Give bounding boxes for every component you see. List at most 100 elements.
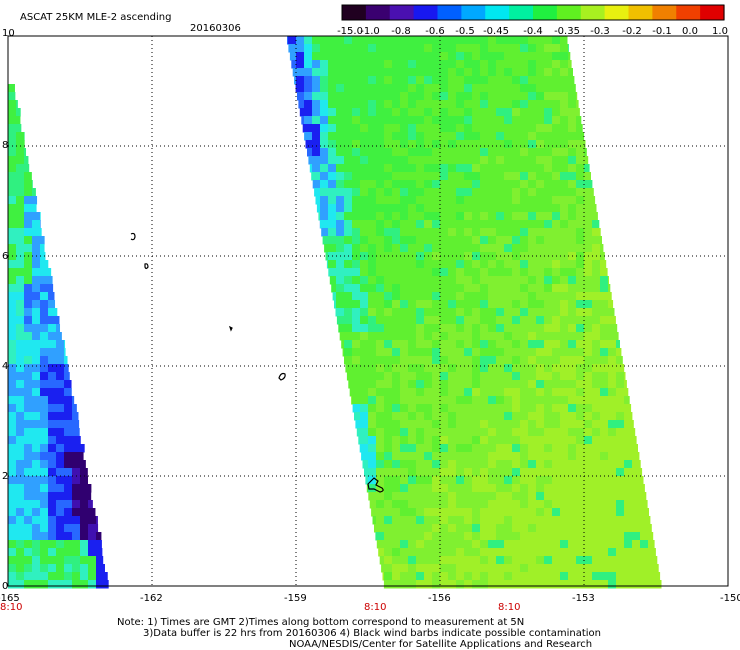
swath-cell: [528, 116, 537, 125]
swath-cell: [616, 444, 625, 453]
swath-cell: [568, 420, 577, 429]
swath-cell: [416, 500, 425, 509]
swath-cell: [336, 300, 345, 309]
swath-cell: [432, 124, 441, 133]
swath-cell: [352, 108, 361, 117]
swath-cell: [544, 556, 553, 565]
swath-cell: [504, 380, 513, 389]
swath-cell: [16, 516, 25, 525]
swath-cell: [440, 436, 449, 445]
swath-cell: [344, 220, 353, 229]
swath-cell: [64, 364, 69, 373]
swath-cell: [424, 500, 433, 509]
swath-cell: [56, 436, 65, 445]
swath-cell: [472, 108, 481, 117]
swath-cell: [528, 76, 537, 85]
swath-cell: [456, 116, 465, 125]
swath-cell: [360, 284, 369, 293]
swath-cell: [287, 36, 289, 45]
swath-cell: [64, 500, 73, 509]
swath-cell: [560, 388, 569, 397]
swath-cell: [424, 340, 433, 349]
swath-cell: [480, 284, 489, 293]
swath-cell: [432, 212, 441, 221]
swath-cell: [392, 36, 401, 45]
swath-cell: [352, 404, 361, 413]
swath-cell: [512, 156, 521, 165]
swath-cell: [352, 300, 361, 309]
swath-cell: [416, 44, 425, 53]
swath-cell: [456, 324, 465, 333]
swath-cell: [488, 508, 497, 517]
swath-cell: [568, 60, 572, 69]
swath-cell: [592, 532, 601, 541]
swath-cell: [568, 532, 577, 541]
swath-cell: [520, 404, 529, 413]
swath-cell: [456, 340, 465, 349]
swath-cell: [416, 516, 425, 525]
swath-cell: [464, 92, 473, 101]
swath-cell: [472, 356, 481, 365]
swath-cell: [325, 252, 329, 261]
swath-cell: [512, 436, 521, 445]
swath-cell: [344, 44, 353, 53]
swath-cell: [56, 516, 65, 525]
swath-cell: [488, 268, 497, 277]
swath-cell: [16, 212, 25, 221]
swath-cell: [344, 356, 353, 365]
swath-cell: [520, 236, 529, 245]
swath-cell: [360, 348, 369, 357]
swath-cell: [368, 92, 377, 101]
swath-cell: [328, 108, 337, 117]
swath-cell: [448, 580, 457, 589]
swath-cell: [480, 500, 489, 509]
swath-cell: [504, 364, 513, 373]
swath-cell: [64, 540, 73, 549]
swath-cell: [345, 364, 353, 373]
swath-cell: [528, 516, 537, 525]
swath-cell: [424, 468, 433, 477]
swath-cell: [64, 556, 73, 565]
swath-cell: [289, 52, 297, 61]
swath-cell: [64, 476, 73, 485]
swath-cell: [24, 292, 33, 301]
swath-cell: [536, 508, 545, 517]
swath-cell: [464, 276, 473, 285]
swath-cell: [24, 196, 33, 205]
swath-cell: [376, 332, 385, 341]
swath-cell: [72, 556, 81, 565]
swath-cell: [48, 412, 57, 421]
swath-cell: [616, 452, 625, 461]
swath-cell: [416, 172, 425, 181]
swath-cell: [384, 108, 393, 117]
swath-cell: [584, 308, 593, 317]
swath-cell: [520, 564, 529, 573]
lat-labels: 10 8 6 4 2 0: [2, 28, 15, 592]
swath-cell: [355, 420, 361, 429]
swath-cell: [408, 348, 417, 357]
swath-cell: [24, 164, 30, 173]
swath-cell: [496, 476, 505, 485]
swath-cell: [80, 484, 89, 493]
swath-cell: [568, 236, 577, 245]
swath-cell: [8, 564, 17, 573]
swath-cell: [456, 228, 465, 237]
swath-cell: [432, 524, 441, 533]
swath-cell: [400, 532, 409, 541]
swath-cell: [354, 412, 361, 421]
swath-cell: [400, 212, 409, 221]
swath-cell: [536, 108, 545, 117]
swath-cell: [384, 220, 393, 229]
swath-cell: [344, 348, 353, 357]
swath-cell: [416, 148, 425, 157]
swath-cell: [48, 532, 57, 541]
swath-cell: [24, 132, 25, 141]
swath-cell: [480, 140, 489, 149]
swath-cell: [40, 284, 49, 293]
swath-cell: [440, 100, 449, 109]
swath-cell: [504, 532, 513, 541]
swath-cell: [536, 268, 545, 277]
swath-cell: [608, 444, 617, 453]
swath-cell: [424, 572, 433, 581]
swath-cell: [656, 580, 662, 589]
